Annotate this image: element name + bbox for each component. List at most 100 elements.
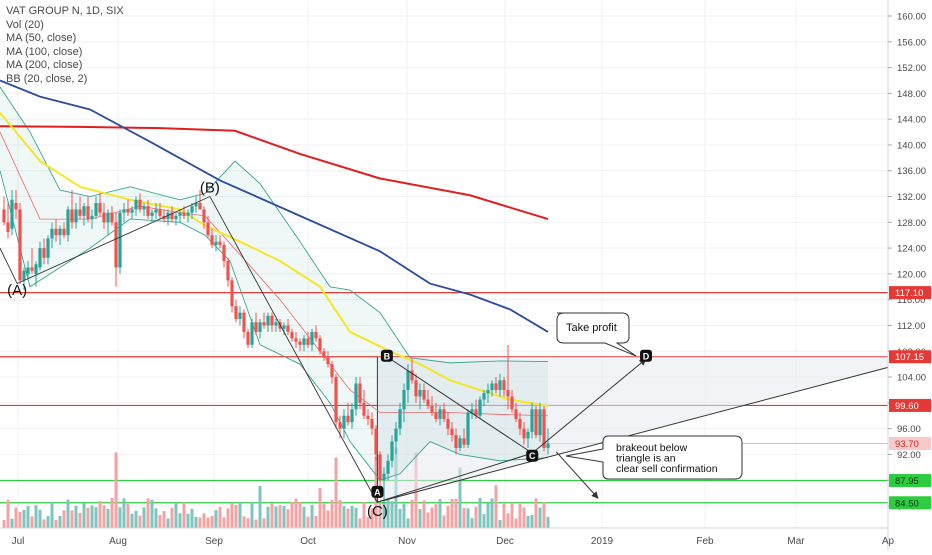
- candle-body: [534, 409, 538, 436]
- candle-body: [378, 454, 382, 481]
- candle-body: [94, 202, 98, 216]
- candle-body: [354, 383, 358, 410]
- price-tick-label: 96.00: [897, 424, 921, 435]
- volume-bar: [246, 518, 250, 528]
- candle-body: [430, 406, 434, 413]
- candle-body: [522, 428, 526, 439]
- volume-bar: [206, 517, 210, 528]
- candle-body: [218, 241, 222, 245]
- candle-body: [350, 409, 354, 423]
- volume-bar: [94, 507, 98, 528]
- volume-bar: [198, 517, 202, 528]
- volume-bar: [462, 508, 466, 528]
- candle-body: [234, 306, 238, 320]
- target-arrow: [531, 358, 647, 454]
- candle-body: [126, 209, 130, 213]
- volume-bar: [450, 499, 454, 528]
- volume-bar: [22, 510, 26, 528]
- candle-body: [194, 202, 198, 207]
- volume-bar: [282, 506, 286, 528]
- candle-body: [122, 209, 126, 213]
- volume-bar: [82, 503, 86, 528]
- candle-body: [150, 212, 154, 216]
- candle-body: [302, 338, 306, 345]
- price-tag-bg: [889, 286, 931, 300]
- volume-bar: [510, 502, 514, 528]
- volume-bar: [294, 498, 298, 528]
- volume-bar: [546, 516, 550, 528]
- time-tick-label: Dec: [496, 536, 514, 547]
- volume-bar: [334, 457, 338, 528]
- candle-body: [294, 338, 298, 342]
- volume-bar: [234, 504, 238, 528]
- triangle-lower-line: [377, 366, 889, 503]
- volume-bar: [42, 519, 46, 528]
- volume-bar: [538, 507, 542, 528]
- candle-body: [118, 212, 122, 268]
- legend-ma200: MA (200, close): [6, 59, 83, 71]
- candle-body: [466, 412, 470, 445]
- candle-body: [262, 322, 266, 326]
- pattern-point-badge: [371, 485, 384, 498]
- candle-body: [398, 409, 402, 429]
- pattern-point-label: D: [643, 351, 650, 361]
- candle-body: [426, 399, 430, 407]
- volume-bar: [226, 508, 230, 528]
- candle-body: [406, 370, 410, 390]
- volume-bar: [370, 508, 374, 528]
- candle-body: [418, 389, 422, 397]
- volume-bar: [130, 513, 134, 528]
- candle-body: [226, 261, 230, 281]
- volume-bar: [186, 513, 190, 528]
- volume-bar: [242, 516, 246, 528]
- volume-bar: [266, 506, 270, 528]
- volume-bar: [398, 508, 402, 528]
- candle-body: [182, 212, 186, 216]
- volume-bar: [66, 499, 70, 528]
- candle-body: [222, 244, 226, 261]
- candle-body: [506, 389, 510, 397]
- legend: VAT GROUP N, 1D, SIX Vol (20) MA (50, cl…: [6, 5, 124, 86]
- volume-bar: [482, 514, 486, 528]
- volume-bar: [498, 519, 502, 528]
- candle-body: [34, 264, 38, 274]
- volume-bar: [426, 512, 430, 528]
- volume-bar: [494, 485, 498, 528]
- volume-bar: [298, 502, 302, 528]
- candle-body: [514, 409, 518, 419]
- candle-body: [78, 209, 82, 216]
- volume-bar: [38, 509, 42, 528]
- volume-bar: [102, 505, 106, 528]
- volume-bar: [50, 501, 54, 528]
- candle-body: [454, 435, 458, 448]
- candle-body: [370, 418, 374, 429]
- candle-body: [66, 209, 70, 236]
- candle-body: [358, 383, 362, 403]
- candle-body: [274, 322, 278, 326]
- volume-bar: [118, 507, 122, 528]
- wave-label: (B): [200, 180, 220, 197]
- volume-bar: [194, 516, 198, 528]
- volume-bar: [138, 515, 142, 528]
- volume-bar: [530, 515, 534, 528]
- volume-bar: [382, 503, 386, 528]
- volume-bar: [326, 510, 330, 528]
- bb-lower-line: [0, 170, 549, 481]
- wave-line: [0, 195, 378, 503]
- price-tag-label: 117.10: [895, 288, 923, 299]
- time-tick-label: Nov: [398, 536, 416, 547]
- candle-body: [478, 399, 482, 416]
- candle-body: [158, 209, 162, 216]
- candle-body: [502, 380, 506, 390]
- price-tag-label: 107.15: [895, 352, 924, 363]
- candle-body: [402, 389, 406, 410]
- candle-body: [130, 209, 134, 213]
- candle-body: [242, 312, 246, 332]
- volume-bar: [338, 500, 342, 528]
- volume-bar: [534, 498, 538, 528]
- candle-body: [318, 338, 322, 352]
- volume-bar: [366, 516, 370, 528]
- time-tick-label: Mar: [787, 536, 805, 547]
- volume-bar: [262, 518, 266, 528]
